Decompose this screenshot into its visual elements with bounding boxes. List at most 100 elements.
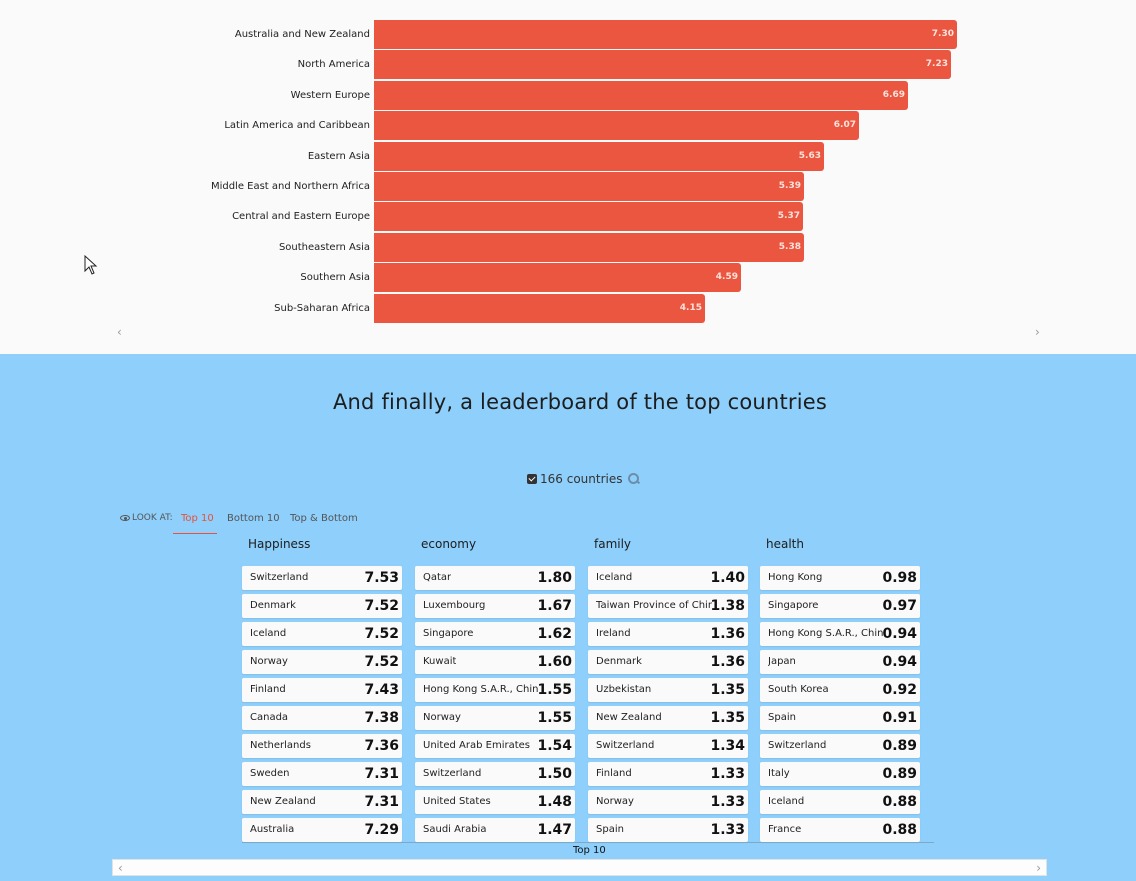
country-score: 7.29 xyxy=(364,822,399,838)
bar-row: North America 7.23 xyxy=(0,50,1136,80)
bar-category-label: Australia and New Zealand xyxy=(234,29,370,40)
leaderboard-card[interactable]: Switzerland 0.89 xyxy=(760,734,920,758)
country-score: 1.55 xyxy=(537,682,572,698)
country-filter[interactable]: 166 countries xyxy=(527,471,640,487)
leaderboard-card[interactable]: Iceland 0.88 xyxy=(760,790,920,814)
horizontal-scrollbar[interactable]: ‹ › xyxy=(112,859,1047,876)
bar[interactable]: 4.15 xyxy=(374,293,705,323)
leaderboard-card[interactable]: Netherlands 7.36 xyxy=(242,734,402,758)
leaderboard-footer-label: Top 10 xyxy=(573,845,606,856)
country-name: Hong Kong S.A.R., China xyxy=(423,684,539,695)
tab-top-and-bottom[interactable]: Top & Bottom xyxy=(290,513,358,524)
leaderboard-card[interactable]: Switzerland 7.53 xyxy=(242,566,402,590)
country-name: United States xyxy=(423,796,491,807)
country-name: Japan xyxy=(768,656,796,667)
leaderboard-card[interactable]: United Arab Emirates 1.54 xyxy=(415,734,575,758)
leaderboard-card[interactable]: Norway 1.33 xyxy=(588,790,748,814)
leaderboard-card[interactable]: Hong Kong S.A.R., China 0.94 xyxy=(760,622,920,646)
country-score: 0.97 xyxy=(882,598,917,614)
bar-value-label: 7.30 xyxy=(931,29,954,39)
leaderboard-card[interactable]: Qatar 1.80 xyxy=(415,566,575,590)
country-name: Saudi Arabia xyxy=(423,824,487,835)
bar-value-label: 4.59 xyxy=(715,272,738,283)
leaderboard-card[interactable]: Denmark 7.52 xyxy=(242,594,402,618)
country-score: 7.52 xyxy=(364,654,399,670)
leaderboard-card[interactable]: Finland 1.33 xyxy=(588,762,748,786)
leaderboard-card[interactable]: Spain 0.91 xyxy=(760,706,920,730)
country-score: 1.40 xyxy=(710,570,745,586)
country-name: Hong Kong xyxy=(768,572,823,583)
leaderboard-card[interactable]: New Zealand 1.35 xyxy=(588,706,748,730)
scroll-left-icon[interactable]: ‹ xyxy=(118,861,123,875)
scroll-right-icon[interactable]: › xyxy=(1036,861,1041,875)
leaderboard-card[interactable]: Norway 1.55 xyxy=(415,706,575,730)
leaderboard-card[interactable]: Iceland 1.40 xyxy=(588,566,748,590)
tab-bottom-10[interactable]: Bottom 10 xyxy=(227,513,280,524)
bar[interactable]: 7.23 xyxy=(374,50,951,80)
checkbox-icon[interactable] xyxy=(527,474,537,484)
bar[interactable]: 5.37 xyxy=(374,202,803,232)
chart-next-icon[interactable]: › xyxy=(1035,325,1040,339)
tab-top-10[interactable]: Top 10 xyxy=(173,513,217,534)
chart-prev-icon[interactable]: ‹ xyxy=(117,325,122,339)
leaderboard-card[interactable]: United States 1.48 xyxy=(415,790,575,814)
leaderboard-card[interactable]: Finland 7.43 xyxy=(242,678,402,702)
leaderboard-card[interactable]: Switzerland 1.34 xyxy=(588,734,748,758)
leaderboard-card[interactable]: Uzbekistan 1.35 xyxy=(588,678,748,702)
leaderboard-card[interactable]: Japan 0.94 xyxy=(760,650,920,674)
country-name: Uzbekistan xyxy=(596,684,652,695)
country-score: 1.34 xyxy=(710,738,745,754)
bar[interactable]: 5.38 xyxy=(374,232,804,262)
bar-value-label: 5.63 xyxy=(798,150,821,161)
bar-category-label: Sub-Saharan Africa xyxy=(274,302,370,314)
country-score: 0.92 xyxy=(882,682,917,698)
bar[interactable]: 4.59 xyxy=(374,263,741,293)
leaderboard-card[interactable]: Iceland 7.52 xyxy=(242,622,402,646)
bar[interactable]: 6.07 xyxy=(374,111,859,141)
country-name: Canada xyxy=(250,712,289,723)
leaderboard-card[interactable]: Ireland 1.36 xyxy=(588,622,748,646)
country-score: 1.35 xyxy=(710,710,745,726)
leaderboard-card[interactable]: Kuwait 1.60 xyxy=(415,650,575,674)
country-score: 0.98 xyxy=(882,570,917,586)
country-name: Spain xyxy=(596,824,624,835)
bar-value-label: 6.69 xyxy=(882,89,905,100)
leaderboard-card[interactable]: Canada 7.38 xyxy=(242,706,402,730)
leaderboard-card[interactable]: Hong Kong S.A.R., China 1.55 xyxy=(415,678,575,702)
country-name: Netherlands xyxy=(250,740,311,751)
leaderboard-card[interactable]: Australia 7.29 xyxy=(242,818,402,842)
country-name: South Korea xyxy=(768,684,829,695)
leaderboard-card[interactable]: Denmark 1.36 xyxy=(588,650,748,674)
leaderboard-card[interactable]: Taiwan Province of China 1.38 xyxy=(588,594,748,618)
leaderboard-card[interactable]: Saudi Arabia 1.47 xyxy=(415,818,575,842)
leaderboard-card[interactable]: South Korea 0.92 xyxy=(760,678,920,702)
bar[interactable]: 5.63 xyxy=(374,141,824,171)
country-name: Iceland xyxy=(596,572,633,583)
bar-category-label: Central and Eastern Europe xyxy=(232,211,370,223)
bar[interactable]: 5.39 xyxy=(374,172,804,201)
leaderboard-card[interactable]: Spain 1.33 xyxy=(588,818,748,842)
country-score: 1.50 xyxy=(537,766,572,782)
country-score: 1.60 xyxy=(537,654,572,670)
leaderboard-title: And finally, a leaderboard of the top co… xyxy=(332,390,828,414)
leaderboard-card[interactable]: Switzerland 1.50 xyxy=(415,762,575,786)
country-name: France xyxy=(768,824,802,835)
leaderboard-card[interactable]: France 0.88 xyxy=(760,818,920,842)
leaderboard-card[interactable]: Singapore 1.62 xyxy=(415,622,575,646)
search-icon[interactable] xyxy=(628,473,640,485)
leaderboard-card[interactable]: Singapore 0.97 xyxy=(760,594,920,618)
leaderboard-card[interactable]: Norway 7.52 xyxy=(242,650,402,674)
bar-category-label: Western Europe xyxy=(290,89,370,101)
bar[interactable]: 6.69 xyxy=(374,80,908,110)
country-score: 1.80 xyxy=(537,570,572,586)
leaderboard-card[interactable]: Italy 0.89 xyxy=(760,762,920,786)
country-name: New Zealand xyxy=(596,712,662,723)
bar-row: Central and Eastern Europe 5.37 xyxy=(0,202,1136,232)
country-name: Sweden xyxy=(250,768,290,779)
leaderboard-card[interactable]: Luxembourg 1.67 xyxy=(415,594,575,618)
country-name: Switzerland xyxy=(768,740,827,751)
leaderboard-card[interactable]: New Zealand 7.31 xyxy=(242,790,402,814)
bar[interactable]: 7.30 xyxy=(374,20,957,49)
leaderboard-card[interactable]: Sweden 7.31 xyxy=(242,762,402,786)
leaderboard-card[interactable]: Hong Kong 0.98 xyxy=(760,566,920,590)
